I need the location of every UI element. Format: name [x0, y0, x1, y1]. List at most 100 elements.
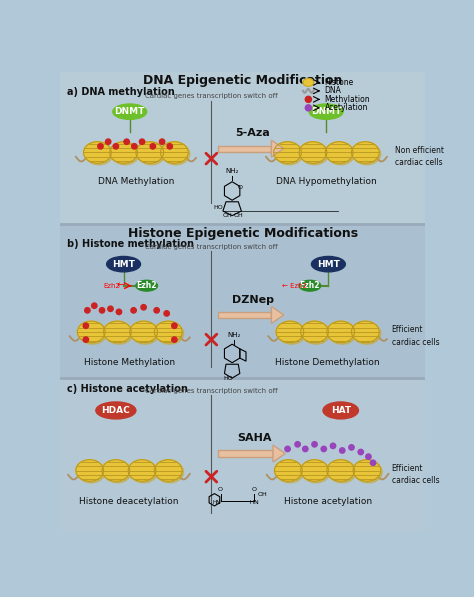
Ellipse shape [353, 460, 381, 481]
Ellipse shape [276, 461, 304, 483]
Circle shape [106, 139, 111, 144]
Ellipse shape [107, 257, 140, 272]
Ellipse shape [302, 322, 330, 344]
Ellipse shape [83, 141, 111, 163]
Ellipse shape [103, 321, 131, 343]
Text: Histone Demethylation: Histone Demethylation [275, 358, 380, 367]
Ellipse shape [273, 141, 301, 163]
Text: DNMT: DNMT [311, 107, 341, 116]
Ellipse shape [327, 321, 355, 343]
Ellipse shape [327, 143, 355, 165]
Circle shape [131, 307, 137, 313]
Circle shape [302, 446, 308, 452]
Circle shape [83, 337, 89, 342]
Circle shape [366, 454, 371, 459]
Ellipse shape [128, 460, 156, 481]
Circle shape [370, 460, 376, 466]
Text: Efficient
cardiac cells: Efficient cardiac cells [392, 325, 439, 346]
Text: N: N [254, 500, 258, 506]
FancyBboxPatch shape [218, 312, 272, 318]
Text: a) DNA methylation: a) DNA methylation [66, 87, 174, 97]
Ellipse shape [156, 322, 183, 344]
Text: ←: ← [116, 281, 124, 291]
Circle shape [141, 304, 146, 310]
Circle shape [295, 442, 301, 447]
Text: Ezh2: Ezh2 [300, 281, 320, 290]
Text: Ezh2: Ezh2 [137, 281, 157, 290]
Text: DZNep: DZNep [232, 294, 274, 304]
Text: Non efficient
cardiac cells: Non efficient cardiac cells [395, 146, 445, 167]
FancyBboxPatch shape [218, 146, 272, 152]
Text: O: O [252, 487, 257, 491]
Text: HMT: HMT [317, 260, 340, 269]
Ellipse shape [111, 143, 139, 165]
Circle shape [330, 443, 336, 448]
Text: Histone deacetylation: Histone deacetylation [79, 497, 179, 506]
Circle shape [339, 448, 345, 453]
Ellipse shape [96, 402, 136, 419]
Circle shape [305, 104, 311, 111]
Ellipse shape [162, 143, 190, 165]
Text: Ezh2: Ezh2 [104, 283, 120, 289]
Text: O: O [218, 487, 223, 491]
Text: c) Histone acetylation: c) Histone acetylation [66, 384, 188, 394]
Circle shape [108, 306, 113, 312]
Circle shape [172, 337, 177, 342]
Ellipse shape [328, 322, 356, 344]
Ellipse shape [275, 143, 303, 165]
Circle shape [83, 323, 89, 328]
Ellipse shape [155, 460, 182, 481]
Ellipse shape [276, 321, 304, 343]
Bar [61, 378, 425, 531]
Text: H: H [212, 500, 217, 506]
Text: Histone Methylation: Histone Methylation [84, 358, 175, 367]
Text: Acetylation: Acetylation [325, 103, 368, 112]
Ellipse shape [130, 461, 157, 483]
Ellipse shape [299, 141, 327, 163]
Ellipse shape [353, 143, 381, 165]
Ellipse shape [323, 402, 358, 419]
Bar [61, 72, 425, 224]
Ellipse shape [303, 79, 314, 87]
Ellipse shape [130, 321, 157, 343]
Circle shape [358, 450, 364, 455]
Ellipse shape [352, 141, 379, 163]
Ellipse shape [301, 460, 328, 481]
Circle shape [312, 442, 317, 447]
Ellipse shape [325, 141, 353, 163]
Ellipse shape [155, 321, 182, 343]
Ellipse shape [352, 321, 379, 343]
Circle shape [100, 307, 105, 313]
Ellipse shape [103, 461, 131, 483]
Text: Efficient
cardiac cells: Efficient cardiac cells [392, 464, 439, 485]
Ellipse shape [113, 104, 146, 119]
Circle shape [132, 144, 137, 149]
Circle shape [154, 307, 159, 313]
Text: OH: OH [257, 492, 267, 497]
Text: Cardiac genes transcription switch off: Cardiac genes transcription switch off [145, 244, 278, 250]
Text: DNA: DNA [325, 87, 341, 96]
Text: DNA Methylation: DNA Methylation [98, 177, 174, 186]
Text: Cardiac genes transcription switch off: Cardiac genes transcription switch off [145, 387, 278, 393]
Text: Histone acetylation: Histone acetylation [283, 497, 372, 506]
Text: NH₂: NH₂ [226, 168, 239, 174]
Ellipse shape [309, 104, 343, 119]
Circle shape [305, 96, 311, 103]
Ellipse shape [301, 321, 328, 343]
Ellipse shape [79, 322, 107, 344]
Text: DNA Epigenetic Modification: DNA Epigenetic Modification [143, 75, 343, 87]
Ellipse shape [131, 322, 159, 344]
Text: HO: HO [223, 376, 233, 381]
Text: DNMT: DNMT [115, 107, 145, 116]
Ellipse shape [328, 461, 356, 483]
Circle shape [85, 307, 90, 313]
Ellipse shape [311, 257, 346, 272]
Text: HDAC: HDAC [101, 406, 130, 415]
Circle shape [349, 445, 354, 450]
Ellipse shape [274, 460, 302, 481]
Ellipse shape [85, 143, 113, 165]
Text: Histone: Histone [325, 78, 354, 87]
Ellipse shape [301, 143, 328, 165]
Text: 5-Aza: 5-Aza [236, 128, 270, 139]
Ellipse shape [355, 461, 383, 483]
